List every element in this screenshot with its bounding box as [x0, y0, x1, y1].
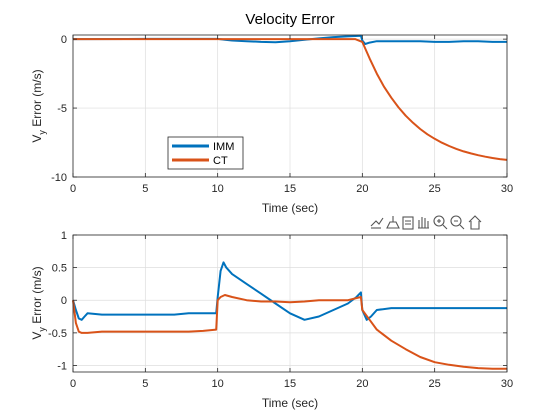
- zoom-in-icon[interactable]: [433, 215, 448, 230]
- y-tick-label: -1: [57, 360, 67, 372]
- series-lines-bottom: [72, 261, 507, 370]
- y-tick-label: 0.5: [52, 263, 67, 275]
- tick-labels-top: 0 5 10 15 20 25 30 -10 -5 0: [51, 34, 513, 195]
- brush-icon[interactable]: [386, 216, 400, 229]
- y-tick-label: -10: [51, 172, 67, 184]
- axes-bottom[interactable]: 0 5 10 15 20 25 30 -1 -0.5 0 0.5 1 Time (sec) Vy Er…: [30, 230, 513, 410]
- tick-labels-bottom: 0 5 10 15 20 25 30 -1 -0.5 0 0.5 1: [48, 230, 513, 390]
- y-axis-label-subscript: y: [37, 130, 47, 135]
- legend-label-imm: IMM: [213, 141, 234, 153]
- y-tick-label: -0.5: [48, 328, 67, 340]
- y-axis-label-rest: Error (m/s): [30, 69, 44, 130]
- x-tick-label: 15: [284, 183, 296, 195]
- series-lines-top: [72, 34, 508, 161]
- series-line-imm: [72, 261, 507, 321]
- legend-label-ct: CT: [213, 155, 228, 167]
- series-line-ct: [72, 294, 507, 370]
- x-axis-label-bottom: Time (sec): [262, 396, 318, 410]
- series-line-imm: [72, 34, 507, 45]
- legend[interactable]: IMM CT: [167, 136, 244, 170]
- x-tick-label: 5: [142, 183, 148, 195]
- x-tick-label: 10: [212, 378, 224, 390]
- zoom-out-icon[interactable]: [450, 215, 465, 230]
- series-line-ct: [73, 38, 508, 161]
- x-tick-label: 30: [501, 183, 513, 195]
- x-tick-label: 0: [70, 378, 76, 390]
- y-axis-label-main: V: [30, 135, 44, 143]
- x-tick-label: 10: [212, 183, 224, 195]
- axes-top[interactable]: 0 5 10 15 20 25 30 -10 -5 0 Velocity Error Time (…: [30, 11, 513, 215]
- y-tick-label: 1: [61, 230, 67, 242]
- home-icon[interactable]: [468, 215, 482, 230]
- ticks-bottom: [72, 234, 508, 372]
- y-axis-label-subscript: y: [37, 327, 47, 332]
- x-tick-label: 15: [284, 378, 296, 390]
- x-tick-label: 5: [142, 378, 148, 390]
- y-tick-label: 0: [61, 295, 67, 307]
- x-tick-label: 25: [429, 378, 441, 390]
- x-axis-label-top: Time (sec): [262, 201, 318, 215]
- x-tick-label: 20: [356, 378, 368, 390]
- export-icon[interactable]: [370, 216, 384, 229]
- y-tick-label: 0: [61, 34, 67, 46]
- y-tick-label: -5: [57, 103, 67, 115]
- y-axis-label-bottom: Vy Error (m/s): [30, 266, 47, 339]
- legend-box: [167, 136, 244, 170]
- ticks-top: [72, 35, 508, 178]
- y-axis-label-rest: Error (m/s): [30, 266, 44, 327]
- y-axis-label-top: Vy Error (m/s): [30, 69, 47, 142]
- y-axis-label-main: V: [30, 332, 44, 340]
- x-tick-label: 20: [356, 183, 368, 195]
- data-tips-icon[interactable]: [402, 216, 414, 230]
- chart-title: Velocity Error: [245, 11, 334, 28]
- x-tick-label: 30: [501, 378, 513, 390]
- x-tick-label: 0: [70, 183, 76, 195]
- axes-toolbar: [370, 215, 482, 230]
- pan-icon[interactable]: [418, 217, 429, 229]
- x-tick-label: 25: [429, 183, 441, 195]
